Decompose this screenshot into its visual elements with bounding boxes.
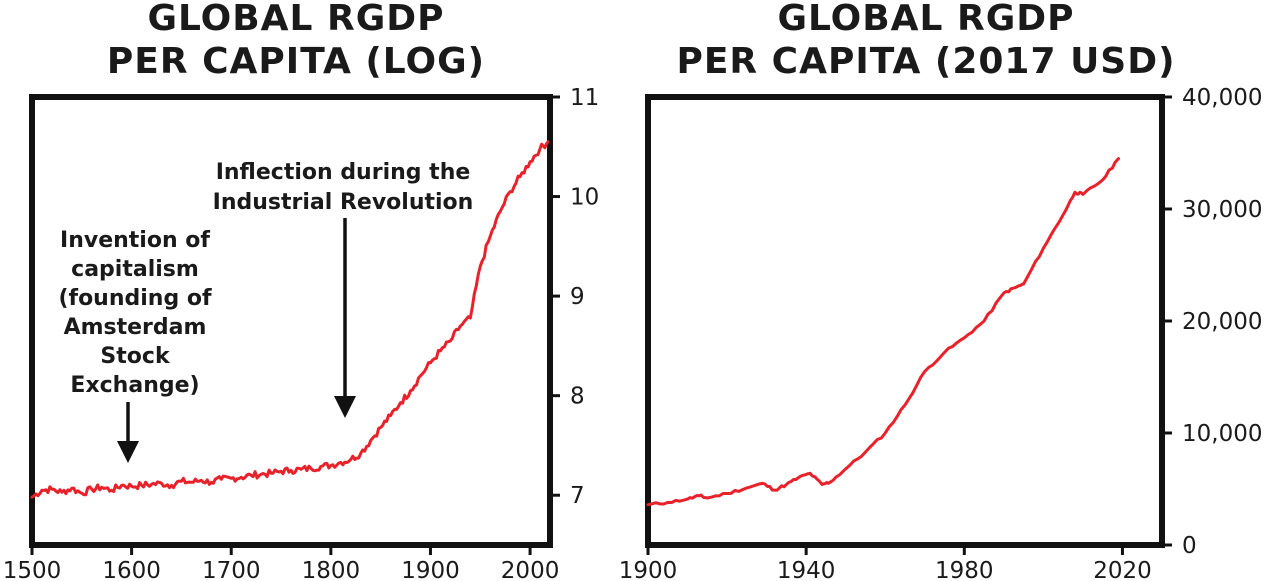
annotation-capitalism-line-3: (founding of — [58, 286, 212, 311]
annotation-capitalism: Invention of capitalism (founding of Ams… — [58, 228, 212, 463]
annotation-capitalism-line-2: capitalism — [71, 257, 199, 282]
right-plot-frame — [645, 94, 1165, 548]
annotation-industrial-line-1: Inflection during the — [216, 160, 471, 185]
left-y-axis: 7 8 9 10 11 — [550, 85, 599, 509]
annotation-capitalism-line-4: Amsterdam — [64, 315, 207, 340]
left-series-line — [30, 140, 550, 499]
right-x-tick-label: 2020 — [1093, 558, 1152, 581]
right-x-tick-label: 1900 — [619, 558, 678, 581]
annotation-capitalism-line-6: Exchange) — [70, 373, 199, 398]
right-y-tick-label: 0 — [1182, 533, 1197, 559]
left-x-tick-label: 1600 — [102, 558, 161, 581]
annotation-capitalism-line-5: Stock — [100, 344, 171, 369]
annotation-capitalism-line-1: Invention of — [60, 228, 210, 253]
right-title-line-1: GLOBAL RGDP — [777, 0, 1074, 39]
annotation-industrial-line-2: Industrial Revolution — [213, 190, 474, 215]
right-title-line-2: PER CAPITA (2017 USD) — [676, 41, 1175, 82]
right-y-tick-label: 10,000 — [1182, 421, 1262, 447]
left-y-tick-label: 7 — [570, 483, 585, 509]
annotation-industrial: Inflection during the Industrial Revolut… — [213, 160, 474, 418]
left-y-tick-label: 8 — [570, 384, 585, 410]
left-x-tick-label: 1800 — [302, 558, 361, 581]
left-y-tick-label: 9 — [570, 284, 585, 310]
left-x-tick-label: 2000 — [501, 558, 560, 581]
right-x-axis: 1900 1940 1980 2020 — [619, 545, 1152, 581]
annotation-industrial-arrow-head — [334, 396, 356, 418]
right-y-tick-label: 20,000 — [1182, 309, 1262, 335]
left-x-tick-label: 1900 — [401, 558, 460, 581]
left-plot-frame — [29, 94, 553, 548]
log-chart: GLOBAL RGDP PER CAPITA (LOG) 1500 1600 170… — [3, 0, 600, 581]
right-x-tick-label: 1980 — [935, 558, 994, 581]
left-x-tick-label: 1500 — [3, 558, 62, 581]
right-y-tick-label: 30,000 — [1182, 197, 1262, 223]
usd-chart: GLOBAL RGDP PER CAPITA (2017 USD) 1900 19… — [619, 0, 1263, 581]
left-y-tick-label: 10 — [570, 185, 599, 211]
left-title-line-2: PER CAPITA (LOG) — [107, 41, 485, 82]
annotation-capitalism-arrow-head — [117, 441, 139, 463]
left-title-line-1: GLOBAL RGDP — [147, 0, 444, 39]
right-x-tick-label: 1940 — [777, 558, 836, 581]
right-y-tick-label: 40,000 — [1182, 85, 1262, 111]
left-y-tick-label: 11 — [570, 85, 599, 111]
left-x-axis: 1500 1600 1700 1800 1900 2000 — [3, 545, 560, 581]
left-x-tick-label: 1700 — [202, 558, 261, 581]
right-series-line — [646, 157, 1120, 507]
right-y-axis: 0 10,000 20,000 30,000 40,000 — [1162, 85, 1262, 559]
